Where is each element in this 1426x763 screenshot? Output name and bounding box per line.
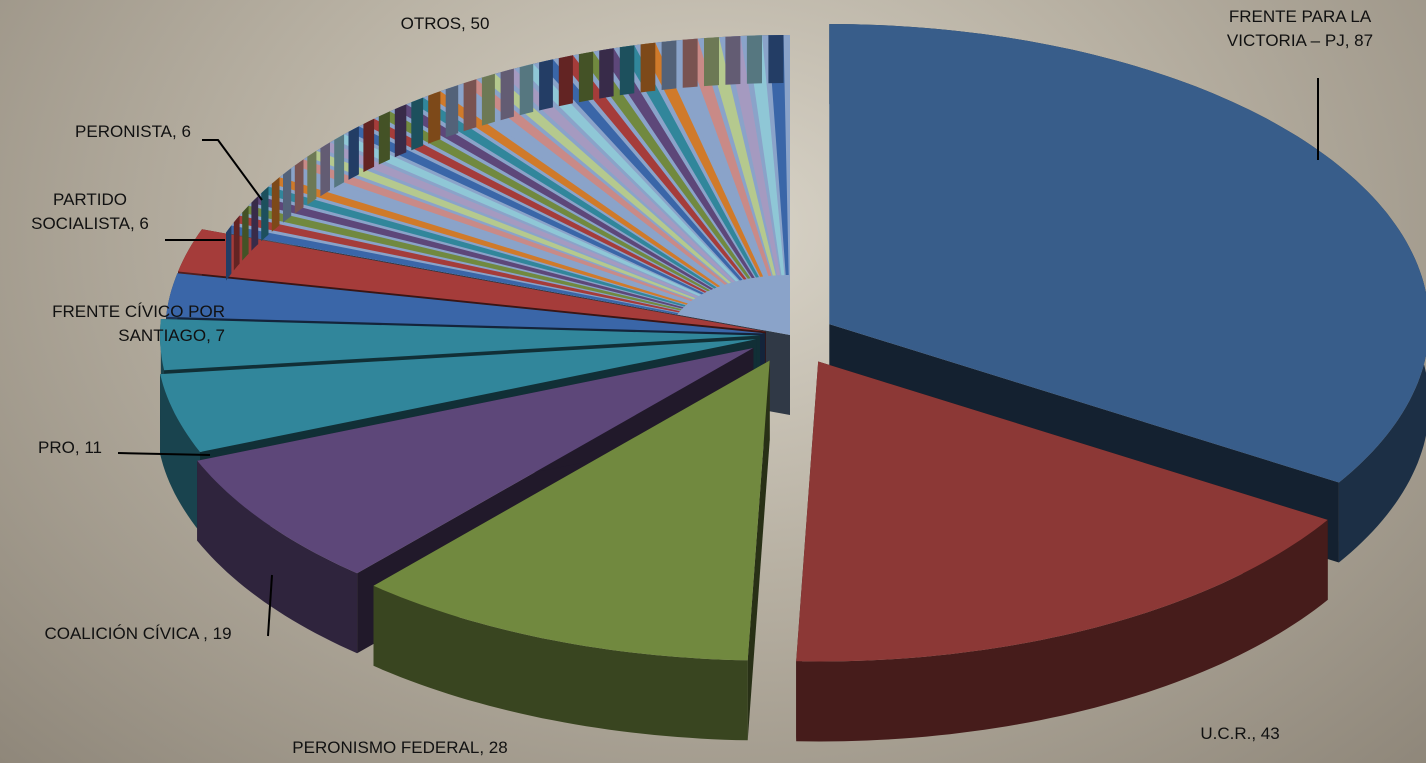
slice-stripe: [394, 104, 714, 290]
slice: [160, 319, 760, 371]
slice: [178, 229, 766, 332]
slice-stripe-side: [378, 111, 390, 165]
slice-side: [197, 460, 358, 654]
slice-stripe: [320, 142, 698, 298]
slice-stripe: [640, 42, 764, 277]
slice-stripe-side: [640, 42, 656, 93]
slice-stripe-side: [578, 51, 594, 103]
slice-stripe: [363, 118, 707, 293]
slice-stripe-side: [558, 55, 573, 107]
slice: [373, 360, 770, 661]
slice-stripe-side: [500, 68, 514, 121]
slice-stripe-side: [599, 48, 614, 99]
slice-stripe: [348, 126, 704, 295]
slice: [829, 24, 1426, 483]
slice-stripe-side: [233, 215, 240, 271]
leader-line: [267, 574, 273, 637]
slice-stripe-side: [334, 134, 345, 188]
slice-stripe-side: [661, 40, 677, 90]
data-label: COALICIÓN CÍVICA , 19: [44, 624, 232, 643]
slice-stripe: [481, 73, 731, 284]
slice-stripe: [233, 215, 680, 313]
slice-stripe: [307, 150, 696, 300]
slice-stripe-side: [242, 205, 249, 261]
slice-stripe-side: [725, 36, 741, 85]
slice-stripe: [661, 40, 768, 277]
slice-stripe: [378, 111, 710, 292]
slice-stripe: [251, 196, 684, 309]
slice-stripe: [746, 35, 785, 276]
slice-stripe: [539, 59, 743, 281]
slice-stripe: [725, 36, 781, 276]
slice-stripe-side: [320, 142, 330, 197]
slice-stripe: [411, 97, 717, 289]
slice-stripe-side: [539, 59, 553, 111]
slice-stripe: [445, 85, 724, 286]
slice-stripe-side: [519, 63, 534, 116]
slice-stripe-side: [307, 150, 317, 205]
data-label: U.C.R., 43: [1200, 724, 1280, 743]
slice-stripe-side: [261, 186, 269, 242]
slice-stripe: [768, 35, 789, 275]
slice-stripe-side: [394, 104, 407, 158]
slice-stripe: [500, 68, 735, 283]
slice-stripe-side: [294, 159, 304, 214]
slice-stripe-side: [348, 126, 359, 180]
slice-stripe-side: [363, 118, 375, 173]
slice-side: [160, 374, 200, 532]
leader-line: [202, 139, 263, 201]
slice-stripe: [226, 225, 679, 315]
slice: [166, 273, 766, 334]
slice-stripe: [428, 91, 721, 288]
slice-stripe-side: [283, 168, 292, 223]
slice-stripe: [682, 38, 772, 276]
slice-stripe: [463, 79, 728, 285]
slice-side: [373, 585, 748, 741]
slice-stripe-side: [428, 91, 441, 144]
slice-stripe: [261, 186, 686, 307]
data-label: OTROS, 50: [400, 14, 490, 33]
slice: [796, 361, 1328, 662]
data-label: FRENTE CÍVICO POR SANTIAGO, 7: [52, 302, 225, 345]
slice-stripe-side: [271, 177, 280, 232]
slice-stripe-side: [445, 85, 459, 138]
slice: [160, 339, 757, 452]
slice-stripe-side: [704, 37, 719, 87]
slice-stripe: [294, 159, 693, 302]
slice: [197, 348, 754, 574]
data-label: PRO, 11: [38, 438, 102, 457]
slice-stripe: [578, 51, 751, 279]
slice-stripe-side: [746, 35, 762, 84]
slice-stripe: [242, 205, 682, 311]
slice-stripe: [599, 48, 755, 279]
data-label: PERONISMO FEDERAL, 28: [292, 738, 508, 757]
slice-stripe: [334, 134, 701, 296]
data-label: PARTIDO SOCIALISTA, 6: [31, 190, 149, 233]
data-label: PERONISTA, 6: [75, 122, 191, 141]
slice-stripe: [619, 45, 759, 278]
slice-side: [796, 519, 1328, 742]
slice-stripe-side: [682, 38, 698, 88]
data-label: FRENTE PARA LA VICTORIA – PJ, 87: [1226, 7, 1374, 50]
slice-side: [747, 360, 770, 741]
slice-stripe: [283, 168, 691, 303]
slice-stripe-side: [481, 73, 495, 126]
slice-stripe-side: [463, 79, 477, 132]
slice-stripe: [558, 55, 747, 280]
slice-stripe-side: [411, 97, 424, 151]
slice-stripe: [271, 177, 688, 305]
slice-stripe: [704, 37, 776, 276]
slice-stripe-side: [251, 196, 259, 251]
slice-stripe-side: [768, 35, 784, 84]
leader-line: [117, 452, 211, 456]
slice-stripe-side: [226, 225, 232, 281]
slice-stripe: [519, 63, 739, 282]
slice-stripe-side: [619, 45, 635, 96]
